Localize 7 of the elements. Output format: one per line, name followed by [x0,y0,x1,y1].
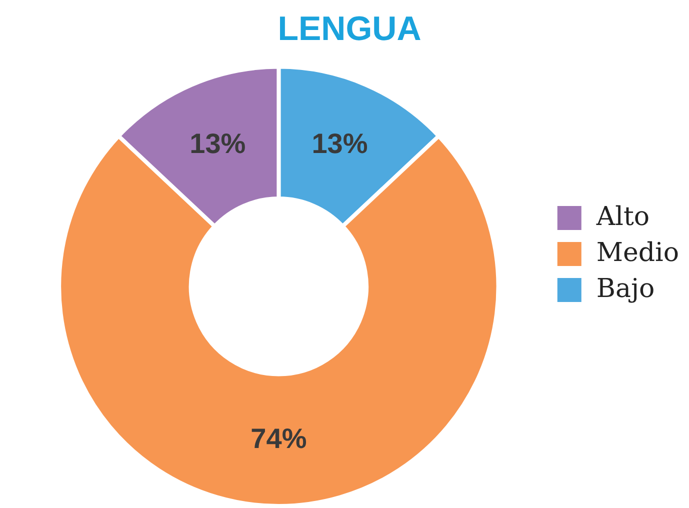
data-label: 13% [312,128,368,160]
legend-label: Medio [596,238,680,268]
data-label: 13% [190,128,246,160]
legend-label: Bajo [596,274,655,304]
data-label: 74% [250,422,307,454]
legend-label: Alto [595,202,650,232]
chart-title: LENGUA [278,10,422,48]
